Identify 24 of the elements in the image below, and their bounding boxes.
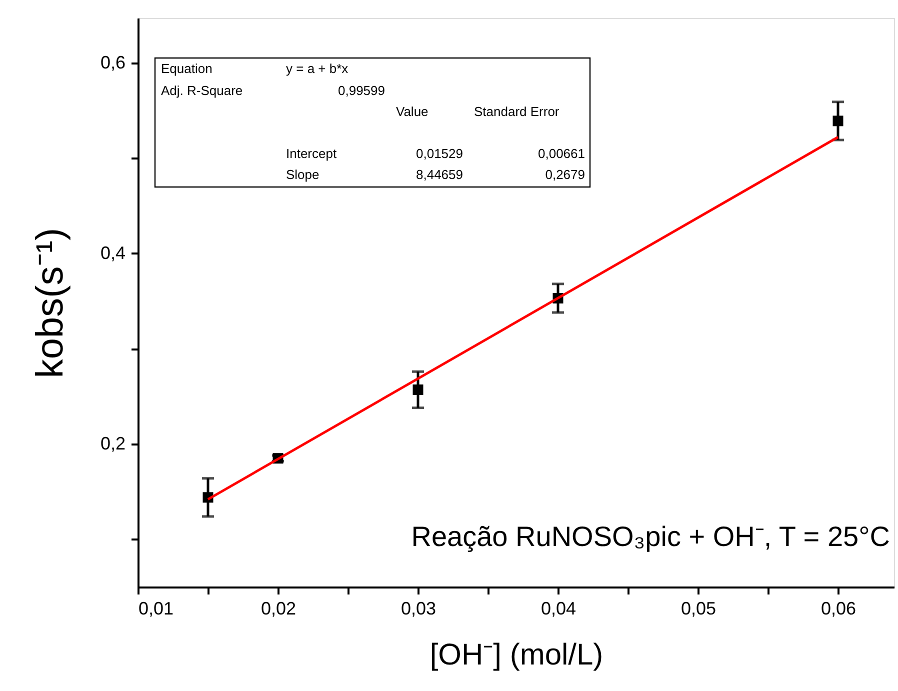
annotation: 0,99599	[338, 83, 385, 98]
x-tick-label: 0,04	[540, 598, 576, 618]
annotation: 0,01529	[416, 146, 463, 161]
y-tick-label: 0,2	[100, 434, 126, 454]
x-tick-label: 0,03	[400, 598, 436, 618]
annotation: 0,00661	[538, 146, 585, 161]
annotation: Standard Error	[474, 104, 560, 119]
annotation: Intercept	[286, 146, 337, 161]
x-tick-label: 0,05	[680, 598, 716, 618]
y-axis-title: kobs(s⁻¹)	[29, 228, 72, 378]
annotation: Slope	[286, 167, 320, 182]
x-tick-label: 0,06	[820, 598, 856, 618]
x-tick-label: 0,01	[138, 598, 174, 618]
annotation: Equation	[161, 61, 212, 76]
y-tick-label: 0,4	[100, 242, 126, 263]
x-axis-title: [OH⁻] (mol/L)	[430, 638, 604, 672]
annotation: Adj. R-Square	[161, 83, 243, 98]
x-tick-label: 0,02	[260, 598, 296, 618]
annotation: y = a + b*x	[286, 61, 349, 76]
annotation: Reação RuNOSO₃pic + OH⁻, T = 25°C	[411, 521, 890, 552]
annotation: 8,44659	[416, 167, 463, 182]
annotation: 0,2679	[545, 167, 585, 182]
y-tick-label: 0,6	[100, 52, 126, 72]
annotation: Value	[396, 104, 428, 119]
